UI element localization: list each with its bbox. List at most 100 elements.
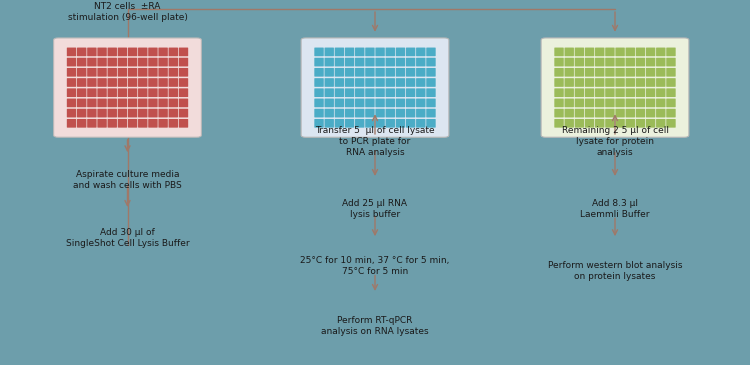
FancyBboxPatch shape xyxy=(365,99,375,107)
Text: Perform RT-qPCR
analysis on RNA lysates: Perform RT-qPCR analysis on RNA lysates xyxy=(321,316,429,336)
FancyBboxPatch shape xyxy=(396,119,405,128)
FancyBboxPatch shape xyxy=(375,109,385,118)
FancyBboxPatch shape xyxy=(355,58,364,66)
FancyBboxPatch shape xyxy=(87,99,97,107)
FancyBboxPatch shape xyxy=(77,68,86,77)
FancyBboxPatch shape xyxy=(396,78,405,87)
FancyBboxPatch shape xyxy=(77,58,86,66)
FancyBboxPatch shape xyxy=(375,99,385,107)
FancyBboxPatch shape xyxy=(107,99,117,107)
FancyBboxPatch shape xyxy=(77,109,86,118)
FancyBboxPatch shape xyxy=(666,109,676,118)
FancyBboxPatch shape xyxy=(158,99,168,107)
FancyBboxPatch shape xyxy=(67,78,76,87)
FancyBboxPatch shape xyxy=(416,99,425,107)
FancyBboxPatch shape xyxy=(396,109,405,118)
FancyBboxPatch shape xyxy=(554,88,564,97)
FancyBboxPatch shape xyxy=(386,109,395,118)
FancyBboxPatch shape xyxy=(345,58,354,66)
FancyBboxPatch shape xyxy=(118,47,128,56)
FancyBboxPatch shape xyxy=(626,119,635,128)
FancyBboxPatch shape xyxy=(615,99,625,107)
FancyBboxPatch shape xyxy=(656,119,665,128)
FancyBboxPatch shape xyxy=(178,68,188,77)
FancyBboxPatch shape xyxy=(626,88,635,97)
FancyBboxPatch shape xyxy=(334,58,344,66)
FancyBboxPatch shape xyxy=(169,88,178,97)
FancyBboxPatch shape xyxy=(301,38,448,137)
FancyBboxPatch shape xyxy=(158,119,168,128)
FancyBboxPatch shape xyxy=(406,119,416,128)
FancyBboxPatch shape xyxy=(375,47,385,56)
FancyBboxPatch shape xyxy=(636,88,645,97)
FancyBboxPatch shape xyxy=(178,78,188,87)
FancyBboxPatch shape xyxy=(595,68,604,77)
FancyBboxPatch shape xyxy=(158,58,168,66)
FancyBboxPatch shape xyxy=(656,109,665,118)
FancyBboxPatch shape xyxy=(148,68,158,77)
FancyBboxPatch shape xyxy=(406,68,416,77)
FancyBboxPatch shape xyxy=(87,58,97,66)
FancyBboxPatch shape xyxy=(406,99,416,107)
FancyBboxPatch shape xyxy=(98,88,106,97)
FancyBboxPatch shape xyxy=(636,78,645,87)
FancyBboxPatch shape xyxy=(615,88,625,97)
FancyBboxPatch shape xyxy=(605,99,615,107)
FancyBboxPatch shape xyxy=(148,47,158,56)
FancyBboxPatch shape xyxy=(118,58,128,66)
FancyBboxPatch shape xyxy=(158,78,168,87)
FancyBboxPatch shape xyxy=(626,47,635,56)
FancyBboxPatch shape xyxy=(636,109,645,118)
FancyBboxPatch shape xyxy=(178,109,188,118)
FancyBboxPatch shape xyxy=(636,68,645,77)
FancyBboxPatch shape xyxy=(646,47,656,56)
FancyBboxPatch shape xyxy=(118,78,128,87)
FancyBboxPatch shape xyxy=(314,58,324,66)
FancyBboxPatch shape xyxy=(345,119,354,128)
FancyBboxPatch shape xyxy=(355,78,364,87)
FancyBboxPatch shape xyxy=(396,99,405,107)
FancyBboxPatch shape xyxy=(178,47,188,56)
FancyBboxPatch shape xyxy=(355,68,364,77)
FancyBboxPatch shape xyxy=(67,119,76,128)
FancyBboxPatch shape xyxy=(128,47,137,56)
FancyBboxPatch shape xyxy=(574,109,584,118)
FancyBboxPatch shape xyxy=(128,88,137,97)
FancyBboxPatch shape xyxy=(615,68,625,77)
Text: Add 8.3 µl
Laemmli Buffer: Add 8.3 µl Laemmli Buffer xyxy=(580,199,650,219)
FancyBboxPatch shape xyxy=(169,119,178,128)
FancyBboxPatch shape xyxy=(107,68,117,77)
FancyBboxPatch shape xyxy=(416,47,425,56)
FancyBboxPatch shape xyxy=(626,78,635,87)
FancyBboxPatch shape xyxy=(646,88,656,97)
FancyBboxPatch shape xyxy=(656,58,665,66)
Text: 25°C for 10 min, 37 °C for 5 min,
75°C for 5 min: 25°C for 10 min, 37 °C for 5 min, 75°C f… xyxy=(300,255,450,276)
FancyBboxPatch shape xyxy=(585,68,594,77)
FancyBboxPatch shape xyxy=(595,47,604,56)
FancyBboxPatch shape xyxy=(416,58,425,66)
FancyBboxPatch shape xyxy=(334,109,344,118)
FancyBboxPatch shape xyxy=(426,58,436,66)
FancyBboxPatch shape xyxy=(67,88,76,97)
FancyBboxPatch shape xyxy=(574,68,584,77)
FancyBboxPatch shape xyxy=(334,88,344,97)
FancyBboxPatch shape xyxy=(636,119,645,128)
FancyBboxPatch shape xyxy=(554,119,564,128)
FancyBboxPatch shape xyxy=(574,119,584,128)
FancyBboxPatch shape xyxy=(314,109,324,118)
FancyBboxPatch shape xyxy=(314,47,324,56)
FancyBboxPatch shape xyxy=(426,99,436,107)
FancyBboxPatch shape xyxy=(148,119,158,128)
FancyBboxPatch shape xyxy=(98,78,106,87)
FancyBboxPatch shape xyxy=(605,78,615,87)
FancyBboxPatch shape xyxy=(656,88,665,97)
FancyBboxPatch shape xyxy=(345,109,354,118)
FancyBboxPatch shape xyxy=(656,78,665,87)
FancyBboxPatch shape xyxy=(107,58,117,66)
FancyBboxPatch shape xyxy=(626,109,635,118)
FancyBboxPatch shape xyxy=(626,99,635,107)
FancyBboxPatch shape xyxy=(365,78,375,87)
FancyBboxPatch shape xyxy=(98,99,106,107)
FancyBboxPatch shape xyxy=(98,109,106,118)
FancyBboxPatch shape xyxy=(314,68,324,77)
